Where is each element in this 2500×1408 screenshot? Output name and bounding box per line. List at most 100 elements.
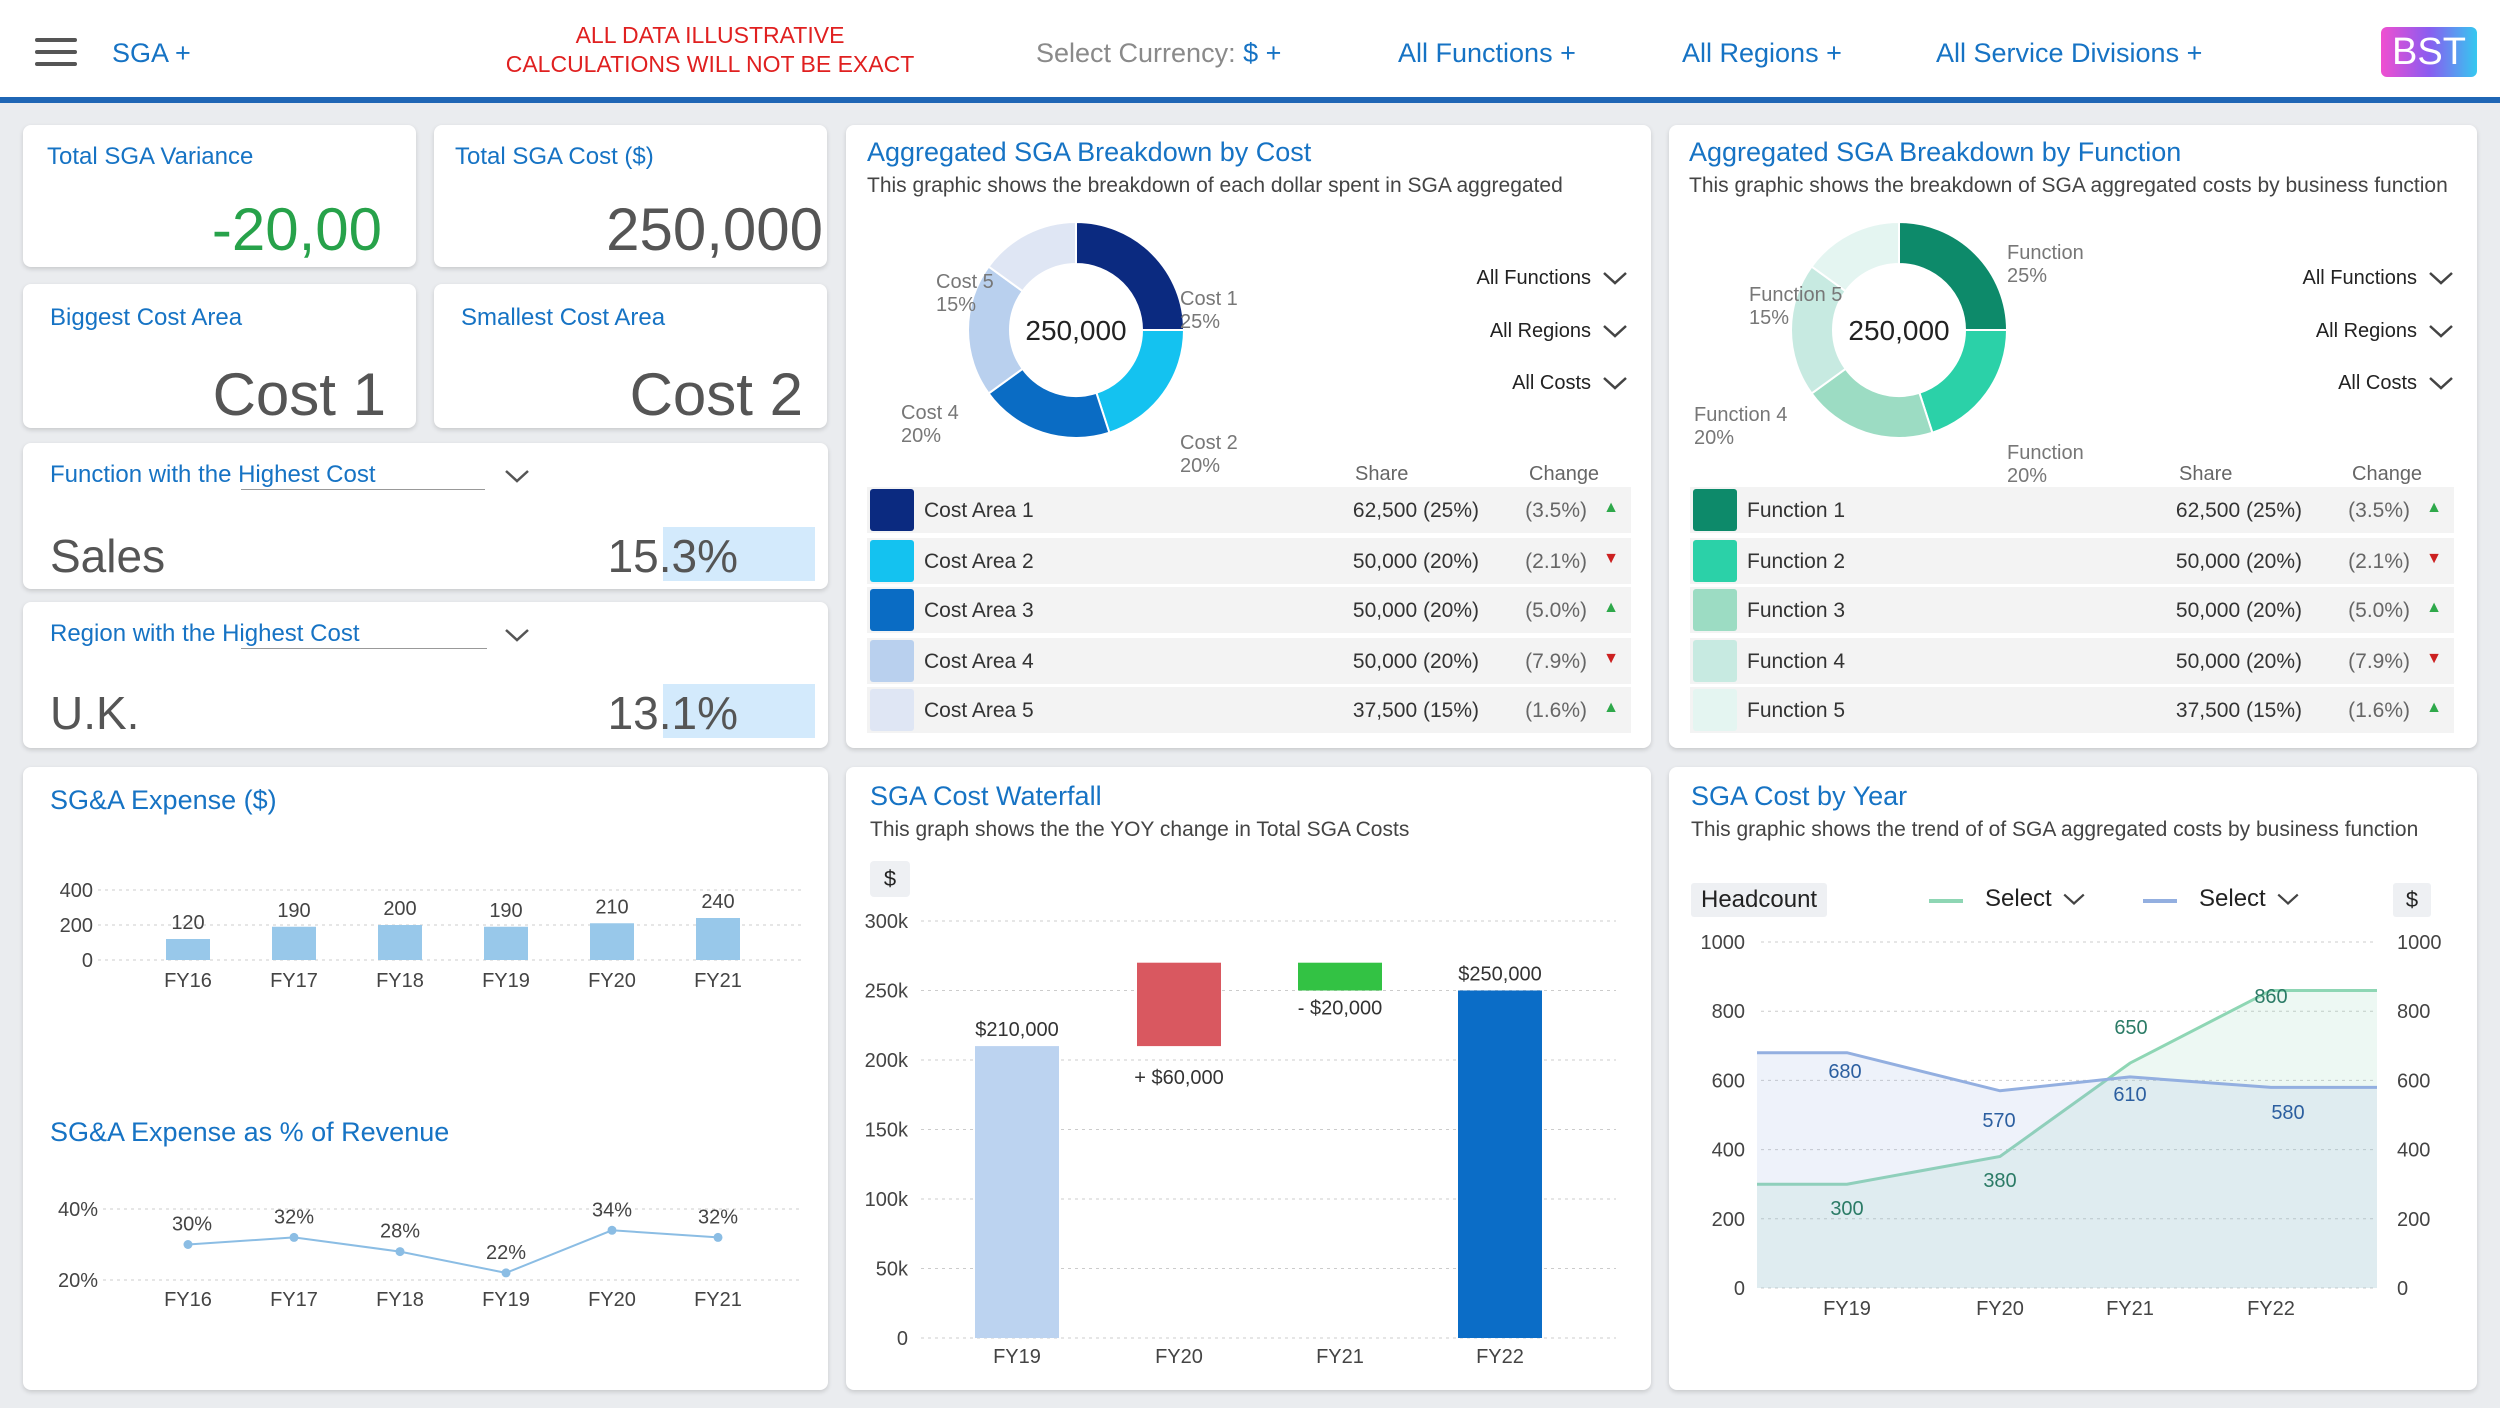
chevron-path — [1603, 377, 1627, 390]
y-tick-label: 50k — [876, 1259, 909, 1281]
series-1-select[interactable]: Select — [1985, 885, 2052, 913]
x-tick-label: FY18 — [376, 1289, 424, 1311]
function-highest-cost-card: Function with the Highest Cost Sales 15.… — [23, 443, 828, 589]
region-highest-value: 13.1% — [607, 687, 738, 739]
total-sga-variance-card: Total SGA Variance -20,00 — [23, 125, 416, 267]
point-label: 34% — [592, 1199, 632, 1221]
row-share: 62,500 (25%) — [2175, 499, 2302, 522]
chevron-down-icon[interactable] — [2275, 891, 2301, 907]
y-tick-label: 200k — [865, 1050, 909, 1072]
chevron-down-icon[interactable] — [2427, 322, 2455, 340]
chevron-down-icon[interactable] — [2427, 374, 2455, 392]
point-label: 650 — [2114, 1017, 2147, 1039]
chevron-down-icon[interactable] — [1601, 322, 1629, 340]
functions-filter[interactable]: All Functions + — [1398, 38, 1576, 68]
cost-breakdown-title: Aggregated SGA Breakdown by Cost — [867, 137, 1312, 167]
x-tick-label: FY21 — [694, 1289, 742, 1311]
arrow-up-icon: ▲ — [1603, 699, 1619, 716]
bar-value-label: 240 — [701, 891, 734, 913]
cost-table-row[interactable]: Cost Area 5 37,500 (15%) (1.6%) ▲ — [867, 687, 1631, 733]
sga-percent-line-chart: 40% 20% 30% FY16 32% FY17 28% FY18 22% FY19 34% FY2… — [58, 1199, 803, 1311]
total-cost-value: 250,000 — [606, 196, 823, 263]
cost-filter-1[interactable]: All Functions — [1341, 265, 1601, 293]
donut-label-pct-4: 20% — [1694, 427, 1734, 449]
arrow-up-icon: ▲ — [2426, 499, 2442, 516]
x-tick-label: FY18 — [376, 970, 424, 992]
cost-table-row[interactable]: Cost Area 3 50,000 (20%) (5.0%) ▲ — [867, 587, 1631, 633]
waterfall-bar-FY22 — [1458, 990, 1542, 1338]
headcount-button[interactable]: Headcount — [1691, 883, 1828, 917]
function-highest-dropdown[interactable]: Function with the Highest Cost — [50, 461, 376, 488]
cost-filter-3[interactable]: All Costs — [1341, 370, 1601, 398]
cost-by-year-subtitle: This graphic shows the trend of of SGA a… — [1691, 818, 2419, 841]
data-point — [607, 1225, 617, 1235]
cost-filter-label: All Costs — [1512, 372, 1591, 394]
cost-table-row[interactable]: Cost Area 2 50,000 (20%) (2.1%) ▼ — [867, 538, 1631, 584]
row-share: 62,500 (25%) — [1352, 499, 1479, 522]
function-filter-2[interactable]: All Regions — [2167, 318, 2427, 346]
point-label: 680 — [1828, 1061, 1861, 1083]
series-line-1 — [1757, 988, 2377, 1186]
arrow-up-icon: ▲ — [2426, 699, 2442, 716]
row-name: Function 4 — [1747, 650, 1846, 673]
function-table-row[interactable]: Function 1 62,500 (25%) (3.5%) ▲ — [1690, 487, 2454, 533]
data-point — [289, 1232, 299, 1242]
chevron-path — [2429, 377, 2453, 390]
chevron-down-icon[interactable] — [1601, 374, 1629, 392]
currency-selector[interactable]: Select Currency: $ + — [1036, 38, 1281, 69]
currency-unit-button[interactable]: $ — [2393, 883, 2431, 917]
donut-label-pct-4: 20% — [901, 425, 941, 447]
y-tick-label: 150k — [865, 1120, 909, 1142]
cost-table-row[interactable]: Cost Area 1 62,500 (25%) (3.5%) ▲ — [867, 487, 1631, 533]
chevron-down-icon[interactable] — [503, 467, 531, 485]
function-breakdown-card: Aggregated SGA Breakdown by Function Thi… — [1669, 125, 2477, 748]
currency-unit-button[interactable]: $ — [870, 861, 910, 897]
waterfall-bar-label: $210,000 — [975, 1019, 1058, 1041]
bar-FY21 — [696, 918, 740, 960]
donut-slice-1 — [1075, 220, 1186, 331]
bar-value-label: 210 — [595, 896, 628, 918]
donut-center-value: 250,000 — [1025, 315, 1126, 346]
color-swatch — [870, 689, 914, 731]
y-tick-label-left: 0 — [1734, 1278, 1745, 1300]
series-2-select[interactable]: Select — [2199, 885, 2266, 913]
service-divisions-filter[interactable]: All Service Divisions + — [1936, 38, 2203, 68]
x-tick-label: FY19 — [1823, 1298, 1871, 1320]
function-table-row[interactable]: Function 5 37,500 (15%) (1.6%) ▲ — [1690, 687, 2454, 733]
y-tick-label-left: 200 — [1712, 1209, 1745, 1231]
chevron-down-icon[interactable] — [1601, 269, 1629, 287]
chevron-down-icon[interactable] — [2061, 891, 2087, 907]
bar-value-label: 190 — [277, 900, 310, 922]
function-table-row[interactable]: Function 4 50,000 (20%) (7.9%) ▼ — [1690, 638, 2454, 684]
color-swatch — [1693, 689, 1737, 731]
y-tick-label-right: 600 — [2397, 1070, 2430, 1092]
app-title-menu[interactable]: SGA + — [112, 38, 191, 68]
cost-table-row[interactable]: Cost Area 4 50,000 (20%) (7.9%) ▼ — [867, 638, 1631, 684]
row-name: Cost Area 4 — [924, 650, 1034, 673]
color-swatch — [870, 640, 914, 682]
cost-filter-2[interactable]: All Regions — [1341, 318, 1601, 346]
notice-line-2: CALCULATIONS WILL NOT BE EXACT — [505, 51, 915, 77]
function-filter-3[interactable]: All Costs — [2167, 370, 2427, 398]
function-filter-label: All Functions — [2302, 267, 2418, 289]
bar-FY18 — [378, 925, 422, 960]
data-point — [713, 1232, 723, 1242]
regions-filter[interactable]: All Regions + — [1682, 38, 1842, 68]
function-table-row[interactable]: Function 3 50,000 (20%) (5.0%) ▲ — [1690, 587, 2454, 633]
chevron-down-icon[interactable] — [503, 626, 531, 644]
row-share: 50,000 (20%) — [2175, 599, 2302, 622]
arrow-up-icon: ▲ — [2426, 599, 2442, 616]
chevron-down-icon[interactable] — [2427, 269, 2455, 287]
row-change: (7.9%) — [2348, 650, 2410, 673]
hamburger-menu-icon[interactable] — [35, 38, 77, 68]
region-highest-dropdown[interactable]: Region with the Highest Cost — [50, 620, 360, 647]
series-line — [187, 1229, 719, 1274]
y-tick-label-right: 800 — [2397, 1001, 2430, 1023]
function-table-row[interactable]: Function 2 50,000 (20%) (2.1%) ▼ — [1690, 538, 2454, 584]
data-point — [501, 1268, 511, 1278]
y-tick-label: 200 — [60, 915, 93, 937]
row-share: 50,000 (20%) — [2175, 650, 2302, 673]
function-filter-1[interactable]: All Functions — [2167, 265, 2427, 293]
function-filter-label: All Regions — [2315, 320, 2417, 342]
